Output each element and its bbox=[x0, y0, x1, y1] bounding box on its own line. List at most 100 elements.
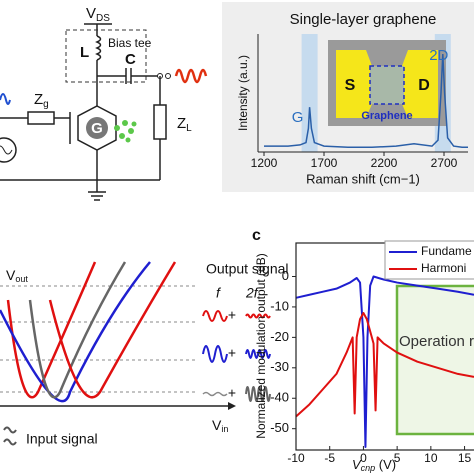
input-wave bbox=[0, 93, 11, 105]
chart-title: Single-layer graphene bbox=[290, 11, 437, 28]
curve-blue bbox=[0, 261, 151, 403]
vin-sub: in bbox=[221, 424, 228, 434]
curve-red-2 bbox=[48, 261, 177, 399]
y-tick-label: -30 bbox=[270, 359, 289, 374]
source bbox=[0, 137, 17, 163]
spectrum-line bbox=[264, 54, 468, 149]
carrier bbox=[128, 128, 134, 134]
vout-sub: out bbox=[15, 274, 28, 284]
transfer-illustration: Vout Vin Output signal f 2f + + + Input … bbox=[0, 261, 289, 447]
zg-label: Zg bbox=[34, 91, 49, 110]
wave bbox=[202, 310, 228, 322]
output-signal-label: Output signal bbox=[206, 261, 289, 277]
x-tick-label: 2200 bbox=[371, 156, 398, 170]
wave bbox=[245, 386, 271, 402]
y-tick-label: -50 bbox=[270, 420, 289, 435]
output-wave bbox=[174, 68, 208, 84]
y-tick-label: -10 bbox=[270, 298, 289, 313]
electrode-drain bbox=[402, 50, 438, 118]
y-axis-label: Intensity (a.u.) bbox=[236, 55, 250, 131]
capacitor-label: C bbox=[125, 51, 136, 68]
zg-sub: g bbox=[43, 99, 49, 110]
inductor bbox=[95, 35, 102, 61]
carrier bbox=[125, 137, 131, 143]
plus: + bbox=[228, 307, 236, 323]
plus: + bbox=[228, 385, 236, 401]
terminal bbox=[165, 73, 171, 79]
x-axis-label-unit: (V) bbox=[375, 457, 396, 472]
carriers bbox=[114, 120, 137, 143]
input-signal-label: Input signal bbox=[26, 431, 98, 447]
vin-main: V bbox=[212, 417, 222, 433]
wave bbox=[245, 313, 271, 319]
bias-tee-box bbox=[65, 29, 147, 83]
vin-label: Vin bbox=[212, 417, 228, 435]
vout-label: Vout bbox=[6, 267, 28, 285]
x-axis-label-sub: cnp bbox=[361, 463, 376, 473]
gate-resistor bbox=[27, 111, 55, 125]
inductor-label: L bbox=[80, 44, 89, 61]
axis-arrow bbox=[228, 402, 236, 410]
peak-label: G bbox=[292, 109, 304, 126]
y-tick-label: -40 bbox=[270, 390, 289, 405]
zl-sub: L bbox=[186, 123, 192, 134]
x-axis-label-main: V bbox=[352, 457, 362, 472]
series-line bbox=[295, 312, 474, 418]
x-tick-label: 10 bbox=[424, 451, 438, 465]
x-tick-label: -10 bbox=[287, 451, 305, 465]
annotation: Operation region bbox=[399, 333, 474, 350]
x-tick-label: 5 bbox=[394, 451, 401, 465]
source-symbol bbox=[0, 145, 13, 155]
x-axis-label: Raman shift (cm−1) bbox=[306, 171, 420, 186]
vout-main: V bbox=[6, 267, 16, 283]
legend-box bbox=[384, 240, 474, 280]
y-tick-label: -20 bbox=[270, 329, 289, 344]
peak-band bbox=[301, 34, 318, 152]
x-tick-label: 1200 bbox=[251, 156, 278, 170]
vds-sub: DS bbox=[96, 13, 110, 24]
gate-circle bbox=[86, 117, 108, 139]
curve-red bbox=[6, 261, 97, 399]
wave bbox=[202, 345, 228, 363]
panel-label: c bbox=[252, 227, 261, 244]
y-tick-label: 0 bbox=[282, 268, 289, 283]
bias-tee-label: Bias tee bbox=[108, 36, 152, 50]
x-axis-label: Vcnp (V) bbox=[352, 457, 396, 473]
f-label: f bbox=[216, 285, 222, 301]
x-tick-label: 1700 bbox=[311, 156, 338, 170]
load-resistor bbox=[153, 104, 167, 140]
carrier bbox=[114, 125, 120, 131]
vds-main: V bbox=[86, 5, 96, 22]
x-tick-label: 15 bbox=[458, 451, 472, 465]
operation-region bbox=[395, 284, 474, 436]
wave bbox=[202, 391, 228, 397]
channel bbox=[369, 65, 405, 105]
legend-label: Harmoni bbox=[421, 261, 466, 275]
2f-label: 2f bbox=[245, 285, 260, 301]
vds-label: VDS bbox=[86, 5, 110, 24]
zl-main: Z bbox=[177, 115, 186, 132]
raman-chart: Single-layer graphene S D Graphene G 2D 1200 17… bbox=[236, 11, 468, 186]
legend-label: Fundame bbox=[421, 244, 472, 258]
zl-label: ZL bbox=[177, 115, 192, 134]
x-tick-label: 0 bbox=[360, 451, 367, 465]
carrier bbox=[131, 121, 137, 127]
curve-gray bbox=[28, 261, 127, 399]
source-label: S bbox=[345, 77, 356, 94]
plus: + bbox=[228, 345, 236, 361]
carrier bbox=[119, 133, 125, 139]
input-wave-icon bbox=[3, 426, 17, 446]
x-tick-label: 2700 bbox=[431, 156, 458, 170]
drain-label: D bbox=[418, 77, 430, 94]
gate-label: G bbox=[91, 120, 103, 137]
series-line bbox=[295, 275, 474, 448]
y-axis-label: Normalized modulation output (dB) bbox=[254, 253, 268, 438]
x-tick-label: -5 bbox=[324, 451, 335, 465]
zg-main: Z bbox=[34, 91, 43, 108]
circuit: VDS Bias tee L C ZL G bbox=[0, 5, 208, 201]
electrode-source bbox=[336, 50, 372, 118]
channel-label: Graphene bbox=[361, 110, 412, 122]
